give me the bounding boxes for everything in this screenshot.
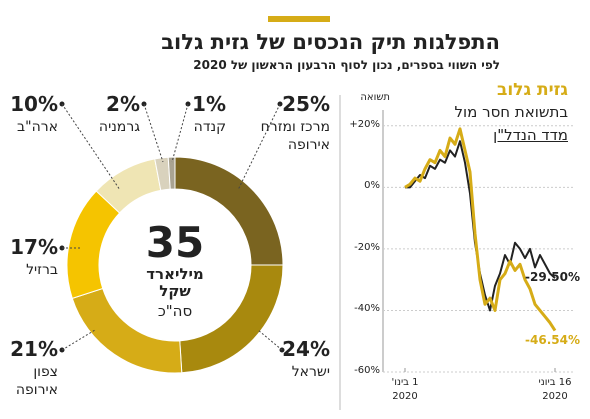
accent-bar (268, 16, 330, 22)
legend-gold: גזית גלוב (496, 80, 568, 100)
donut-segment (66, 190, 121, 300)
value-label: 25% (282, 92, 330, 116)
category-label: גרמניה (98, 119, 140, 135)
center-value: 35 (145, 218, 205, 267)
category-label: צפון אירופה (15, 364, 58, 398)
value-label: 17% (10, 235, 58, 259)
title: התפלגות תיק הנכסים של גזית גלוב (161, 30, 500, 54)
category-label: ארה"ב (17, 119, 58, 135)
value-label: 1% (192, 92, 226, 116)
donut-segment (167, 156, 176, 190)
value-label: 24% (282, 337, 330, 361)
center-note: סה"כ (157, 302, 193, 320)
leader-line (257, 329, 283, 351)
y-axis-label: תשואה (360, 92, 390, 103)
category-label: ישראל (291, 364, 330, 380)
legend-connector: בתשואת חסר מול (454, 103, 568, 121)
category-label: ברזיל (26, 262, 58, 278)
line-series (404, 127, 557, 332)
y-tick-label: +20% (349, 118, 380, 130)
leader-line (61, 103, 121, 191)
y-tick-label: -40% (354, 303, 380, 315)
center-unit: מיליארד שקל (146, 265, 204, 300)
category-label: קנדה (193, 119, 226, 135)
y-tick-label: -20% (354, 241, 380, 253)
subtitle: לפי השווי בספרים, נכון לסוף הרבעון הראשו… (193, 58, 500, 72)
leader-line (61, 329, 96, 351)
value-label: 10% (10, 92, 58, 116)
y-tick-label: -60% (354, 365, 380, 376)
x-tick-label: 1 בינו' 2020 (391, 377, 419, 402)
leader-line (143, 103, 164, 163)
y-tick-label: 0% (364, 180, 380, 192)
end-label: -46.54% (525, 332, 580, 347)
end-label: -29.50% (525, 270, 580, 285)
legend-black: מדד הנדל"ן (493, 126, 568, 144)
value-label: 2% (106, 92, 140, 116)
x-tick-label: 16 ביוני 2020 (538, 377, 572, 402)
leader-line (171, 103, 189, 163)
category-label: מרכז ומזרח אירופה (260, 119, 330, 153)
value-label: 21% (10, 337, 58, 361)
